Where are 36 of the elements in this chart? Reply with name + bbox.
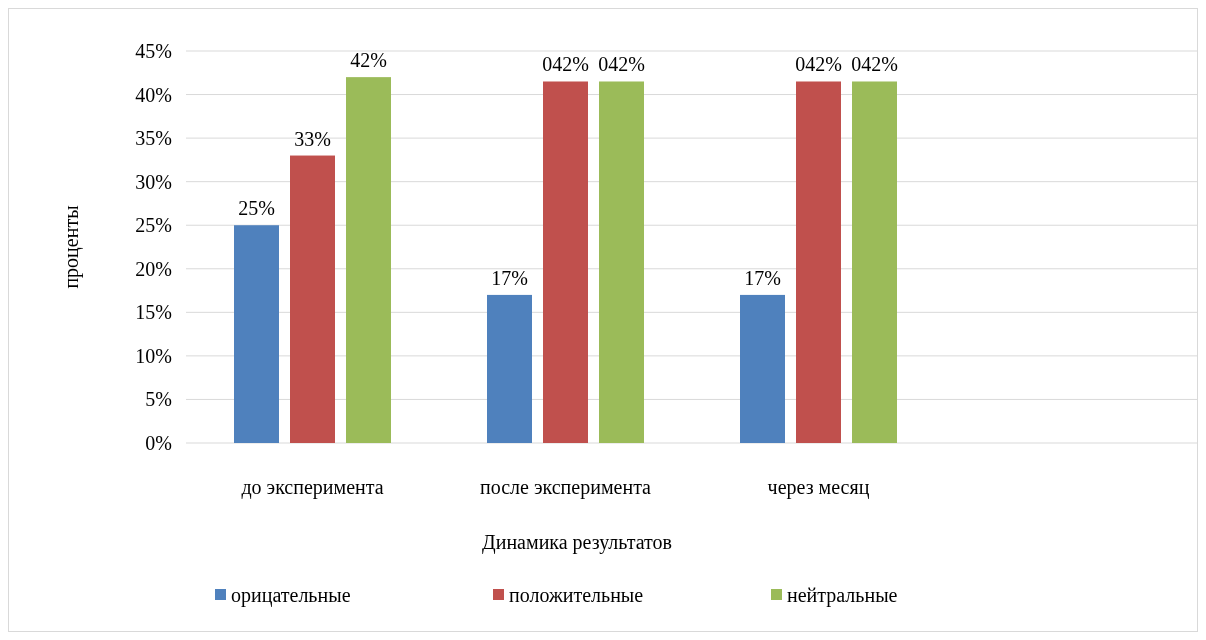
x-tick-label: через месяц	[767, 476, 870, 499]
bar	[543, 81, 588, 443]
bar	[796, 81, 841, 443]
data-label: 17%	[744, 266, 781, 289]
data-label: 42%	[350, 49, 387, 72]
bar	[599, 81, 644, 443]
data-label: 042%	[542, 53, 589, 76]
bar	[234, 225, 279, 443]
data-label: 33%	[294, 127, 331, 150]
y-tick-label: 30%	[135, 170, 172, 193]
y-tick-label: 15%	[135, 301, 172, 324]
y-tick-label: 10%	[135, 344, 172, 367]
x-tick-label: после эксперимента	[480, 476, 652, 499]
bar	[346, 77, 391, 443]
y-tick-label: 40%	[135, 83, 172, 106]
y-tick-label: 35%	[135, 127, 172, 150]
y-tick-label: 25%	[135, 214, 172, 237]
data-label: 042%	[795, 53, 842, 76]
data-label: 042%	[851, 53, 898, 76]
x-tick-label: до эксперимента	[241, 476, 384, 499]
data-label: 17%	[491, 266, 528, 289]
y-axis-title: проценты	[60, 205, 83, 289]
y-tick-label: 20%	[135, 257, 172, 280]
legend-label: нейтральные	[787, 584, 898, 607]
bar	[487, 294, 532, 443]
legend-label: положительные	[509, 584, 644, 606]
x-axis-title: Динамика результатов	[482, 531, 672, 554]
y-tick-label: 45%	[135, 40, 172, 62]
data-label: 25%	[238, 197, 275, 220]
bar	[740, 294, 785, 443]
y-tick-label: 0%	[145, 432, 172, 454]
bar	[852, 81, 897, 443]
data-label: 042%	[598, 53, 645, 76]
y-tick-label: 5%	[145, 388, 172, 411]
legend-label: орицательные	[231, 584, 351, 607]
bar	[290, 155, 335, 443]
